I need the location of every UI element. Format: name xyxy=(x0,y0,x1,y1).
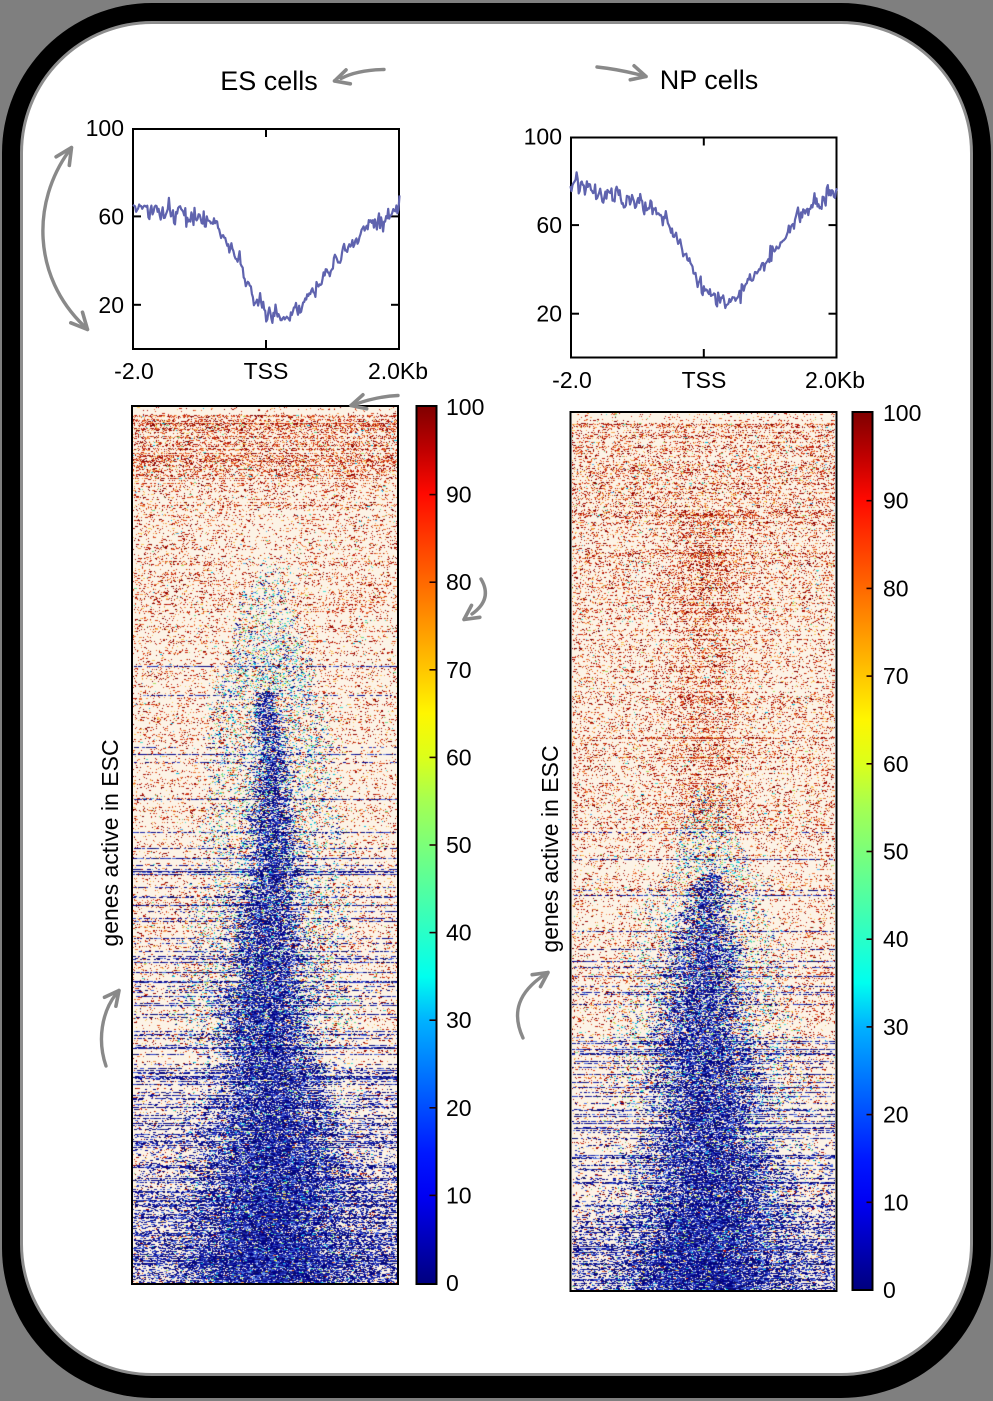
svg-text:10: 10 xyxy=(883,1189,909,1215)
svg-text:10: 10 xyxy=(446,1182,472,1208)
svg-text:-2.0: -2.0 xyxy=(114,358,154,384)
svg-text:40: 40 xyxy=(883,926,909,952)
svg-text:40: 40 xyxy=(446,920,472,946)
svg-text:60: 60 xyxy=(883,751,909,777)
svg-text:0: 0 xyxy=(883,1277,896,1303)
svg-text:-2.0: -2.0 xyxy=(552,367,592,393)
svg-text:70: 70 xyxy=(883,663,909,689)
svg-text:60: 60 xyxy=(446,744,472,770)
svg-text:2.0Kb: 2.0Kb xyxy=(805,367,865,393)
svg-text:ES cells: ES cells xyxy=(220,66,318,96)
svg-text:genes active in ESC: genes active in ESC xyxy=(537,745,563,952)
svg-text:100: 100 xyxy=(524,124,562,150)
svg-text:60: 60 xyxy=(98,203,124,229)
svg-text:100: 100 xyxy=(446,394,484,420)
svg-text:100: 100 xyxy=(883,400,921,426)
svg-text:80: 80 xyxy=(883,575,909,601)
svg-text:0: 0 xyxy=(446,1270,459,1296)
svg-text:80: 80 xyxy=(446,569,472,595)
svg-text:2.0Kb: 2.0Kb xyxy=(368,358,428,384)
svg-text:50: 50 xyxy=(883,839,909,865)
svg-text:90: 90 xyxy=(883,488,909,514)
svg-text:TSS: TSS xyxy=(244,358,289,384)
svg-text:20: 20 xyxy=(446,1095,472,1121)
svg-text:20: 20 xyxy=(98,292,124,318)
svg-text:90: 90 xyxy=(446,482,472,508)
svg-text:70: 70 xyxy=(446,657,472,683)
svg-text:genes active in ESC: genes active in ESC xyxy=(97,739,123,946)
svg-text:30: 30 xyxy=(446,1007,472,1033)
svg-text:30: 30 xyxy=(883,1014,909,1040)
svg-text:100: 100 xyxy=(86,115,124,141)
svg-text:20: 20 xyxy=(536,301,562,327)
svg-text:50: 50 xyxy=(446,832,472,858)
svg-text:TSS: TSS xyxy=(682,367,727,393)
svg-text:20: 20 xyxy=(883,1102,909,1128)
svg-text:60: 60 xyxy=(536,212,562,238)
svg-text:NP cells: NP cells xyxy=(660,65,759,95)
